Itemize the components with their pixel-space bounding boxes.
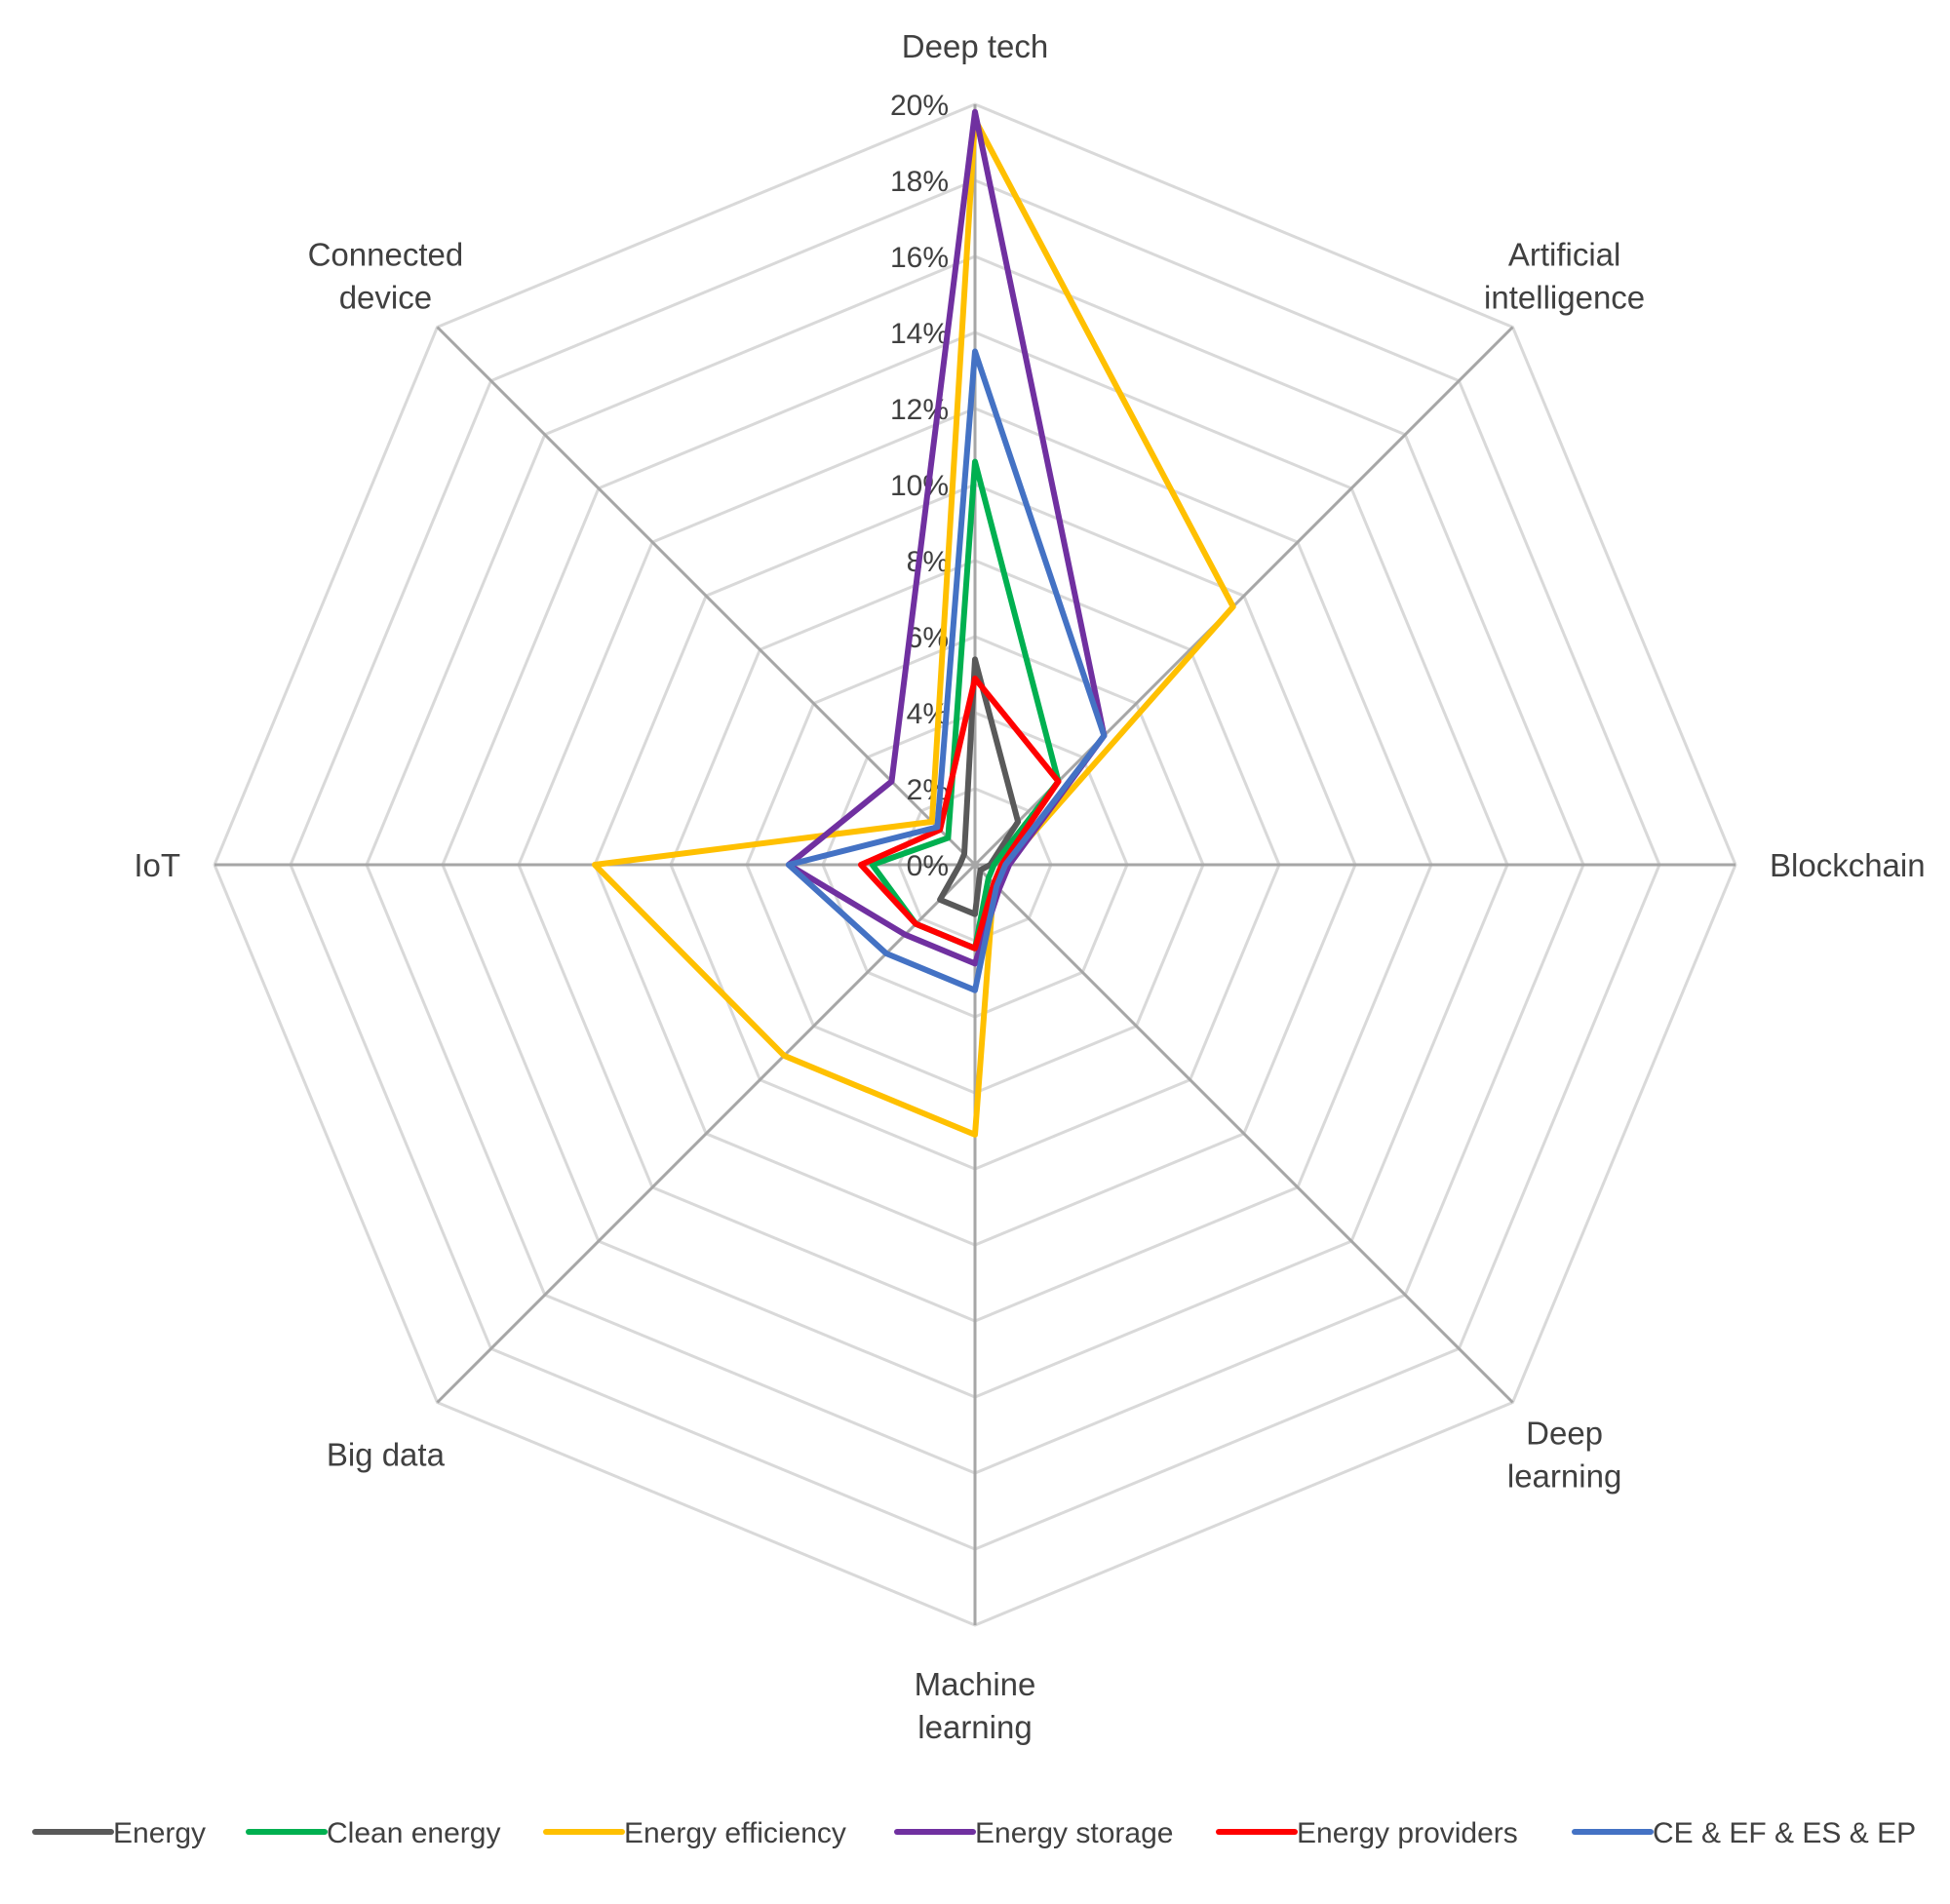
axis-label-deep-learning: Deep learning xyxy=(1507,1416,1621,1495)
axis-label-iot: IoT xyxy=(134,847,180,883)
legend-label: Energy providers xyxy=(1297,1817,1518,1849)
axis-label-connected-device: Connected device xyxy=(308,236,464,315)
legend-label: Clean energy xyxy=(327,1817,500,1849)
series-line-energy-providers xyxy=(858,675,1062,952)
legend: Energy Clean energy Energy efficiency Energ… xyxy=(32,1817,1916,1849)
axis-label-blockchain: Blockchain xyxy=(1770,847,1926,883)
series-line-energy xyxy=(937,656,1022,917)
legend-item-energy-storage: Energy storage xyxy=(894,1817,1173,1849)
tick-label: 0% xyxy=(907,850,949,882)
legend-item-energy-providers: Energy providers xyxy=(1216,1817,1518,1849)
tick-label: 14% xyxy=(890,318,949,350)
radial-tick-labels: 0%2%4%6%8%10%12%14%16%18%20% xyxy=(890,90,949,882)
legend-label: CE & EF & ES & EP xyxy=(1653,1817,1916,1849)
legend-label: Energy efficiency xyxy=(624,1817,846,1849)
tick-label: 10% xyxy=(890,470,949,502)
axis-labels: Deep tech Artificial intelligence Blockchai… xyxy=(134,28,1925,1745)
axis-label-big-data: Big data xyxy=(327,1437,446,1473)
axis-label-machine-learning: Machine learning xyxy=(915,1666,1036,1745)
tick-label: 8% xyxy=(907,546,949,578)
legend-label: Energy xyxy=(113,1817,206,1849)
legend-label: Energy storage xyxy=(975,1817,1173,1849)
spoke-big-data xyxy=(436,863,977,1404)
tick-label: 18% xyxy=(890,166,949,198)
spoke-connected-device xyxy=(436,326,977,867)
series-line-ce-and-ef-and-es-and-ep xyxy=(785,348,1108,993)
legend-item-energy: Energy xyxy=(32,1817,206,1849)
series-lines xyxy=(592,108,1236,1138)
legend-item-energy-efficiency: Energy efficiency xyxy=(543,1817,846,1849)
radar-spokes xyxy=(214,104,1736,1625)
spoke-artificial-intelligence xyxy=(973,326,1514,867)
axis-label-deep-tech: Deep tech xyxy=(902,28,1048,64)
tick-label: 16% xyxy=(890,242,949,274)
tick-label: 4% xyxy=(907,698,949,730)
axis-label-artificial-intelligence: Artificial intelligence xyxy=(1484,236,1645,315)
spoke-deep-learning xyxy=(973,863,1514,1404)
tick-label: 20% xyxy=(890,90,949,122)
legend-item-clean-energy: Clean energy xyxy=(246,1817,500,1849)
legend-item-ce-and-ef-and-es-and-ep: CE & EF & ES & EP xyxy=(1572,1817,1916,1849)
